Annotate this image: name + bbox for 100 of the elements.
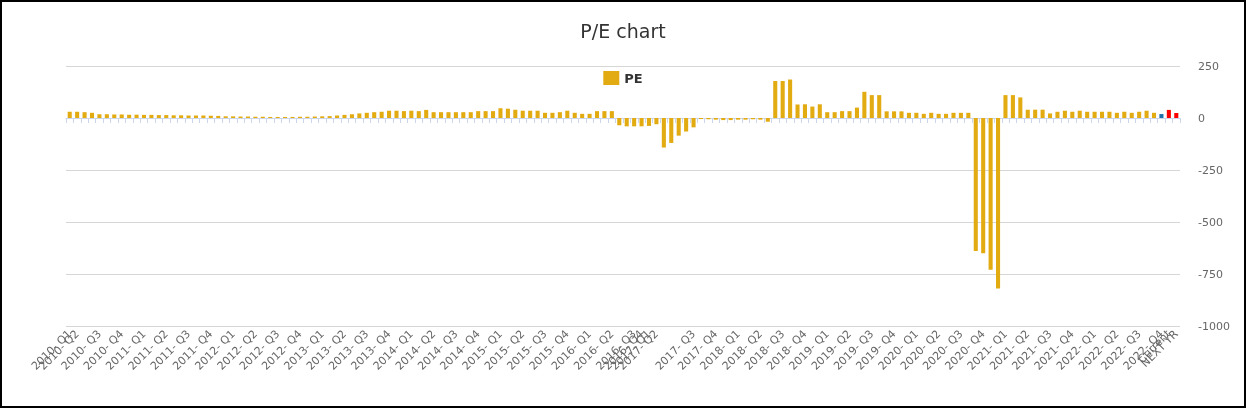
- bar: [1137, 111, 1142, 118]
- bar: [951, 112, 956, 118]
- bar: [498, 108, 503, 118]
- bar: [439, 112, 444, 118]
- bar: [661, 118, 666, 148]
- bar: [1010, 95, 1015, 118]
- bar: [156, 115, 161, 118]
- bar: [1114, 112, 1119, 118]
- bar: [832, 112, 837, 118]
- bar: [446, 112, 451, 118]
- bar: [847, 111, 852, 118]
- bar: [572, 112, 577, 118]
- bar: [342, 114, 347, 118]
- bar: [119, 114, 124, 118]
- bar: [958, 112, 963, 118]
- bar: [520, 110, 525, 118]
- bar: [773, 80, 778, 118]
- bar: [892, 111, 897, 118]
- bar: [1159, 114, 1164, 118]
- bar: [684, 118, 689, 132]
- bar: [453, 112, 458, 118]
- bar: [141, 114, 147, 118]
- bar: [75, 111, 80, 118]
- bar: [82, 112, 87, 118]
- bar: [654, 118, 659, 125]
- bar: [728, 118, 733, 121]
- bar: [877, 95, 882, 118]
- bar: [854, 107, 859, 118]
- bar: [387, 110, 392, 118]
- bar: [966, 112, 971, 118]
- bar: [1047, 113, 1053, 118]
- bar: [691, 118, 696, 128]
- bar: [780, 80, 785, 118]
- y-tick-label: 250: [1198, 59, 1219, 73]
- y-tick-label: 0: [1198, 111, 1205, 125]
- bar: [416, 111, 421, 118]
- bar: [557, 112, 562, 118]
- bar: [817, 104, 822, 118]
- bar: [1025, 109, 1030, 118]
- bar: [914, 112, 919, 118]
- bar: [788, 79, 793, 118]
- bar: [617, 118, 622, 126]
- bar: [981, 118, 986, 254]
- bar: [357, 113, 362, 118]
- bar: [1070, 111, 1075, 118]
- bar: [490, 111, 496, 118]
- bar: [401, 111, 406, 118]
- bar: [186, 115, 191, 118]
- bar: [587, 113, 592, 118]
- bar: [1018, 97, 1023, 118]
- bar: [624, 118, 629, 127]
- bar: [580, 113, 585, 118]
- bar: [795, 104, 800, 118]
- bar: [594, 111, 600, 118]
- bar: [669, 118, 674, 143]
- y-tick-label: -500: [1198, 215, 1223, 229]
- bar: [1144, 110, 1149, 118]
- bar: [505, 108, 510, 118]
- bar: [988, 118, 993, 270]
- bar: [372, 112, 377, 118]
- bar: [929, 112, 934, 118]
- bar: [104, 114, 109, 118]
- y-tick-label: -750: [1198, 267, 1223, 281]
- bar: [944, 113, 949, 118]
- bar: [899, 111, 904, 118]
- bar: [869, 95, 874, 118]
- bar: [1055, 111, 1060, 118]
- bar: [721, 118, 726, 121]
- bar: [765, 118, 770, 122]
- bar: [1099, 111, 1105, 118]
- bar: [409, 110, 414, 118]
- bar: [468, 112, 473, 118]
- bar: [1107, 111, 1112, 118]
- bar: [825, 112, 830, 118]
- bar: [810, 106, 815, 118]
- bar: [1085, 111, 1090, 118]
- bar: [884, 111, 889, 118]
- bar: [179, 115, 184, 118]
- bar: [349, 114, 354, 118]
- bar: [1122, 111, 1127, 118]
- bar: [973, 118, 978, 252]
- bar: [936, 113, 941, 118]
- bar: [535, 110, 540, 118]
- bar: [171, 115, 176, 118]
- bar: [431, 112, 436, 118]
- bar: [424, 109, 429, 118]
- bar: [461, 112, 466, 118]
- bar: [639, 118, 644, 127]
- bar: [1033, 109, 1038, 118]
- bar: [1077, 110, 1082, 118]
- chart-title: P/E chart: [580, 19, 666, 42]
- bar: [632, 118, 637, 127]
- bar: [1003, 95, 1008, 118]
- bar: [602, 111, 607, 118]
- bar: [149, 114, 154, 118]
- bar: [542, 112, 548, 118]
- bar: [862, 91, 867, 118]
- bar: [379, 111, 384, 118]
- bar: [528, 110, 533, 118]
- bar: [513, 109, 518, 118]
